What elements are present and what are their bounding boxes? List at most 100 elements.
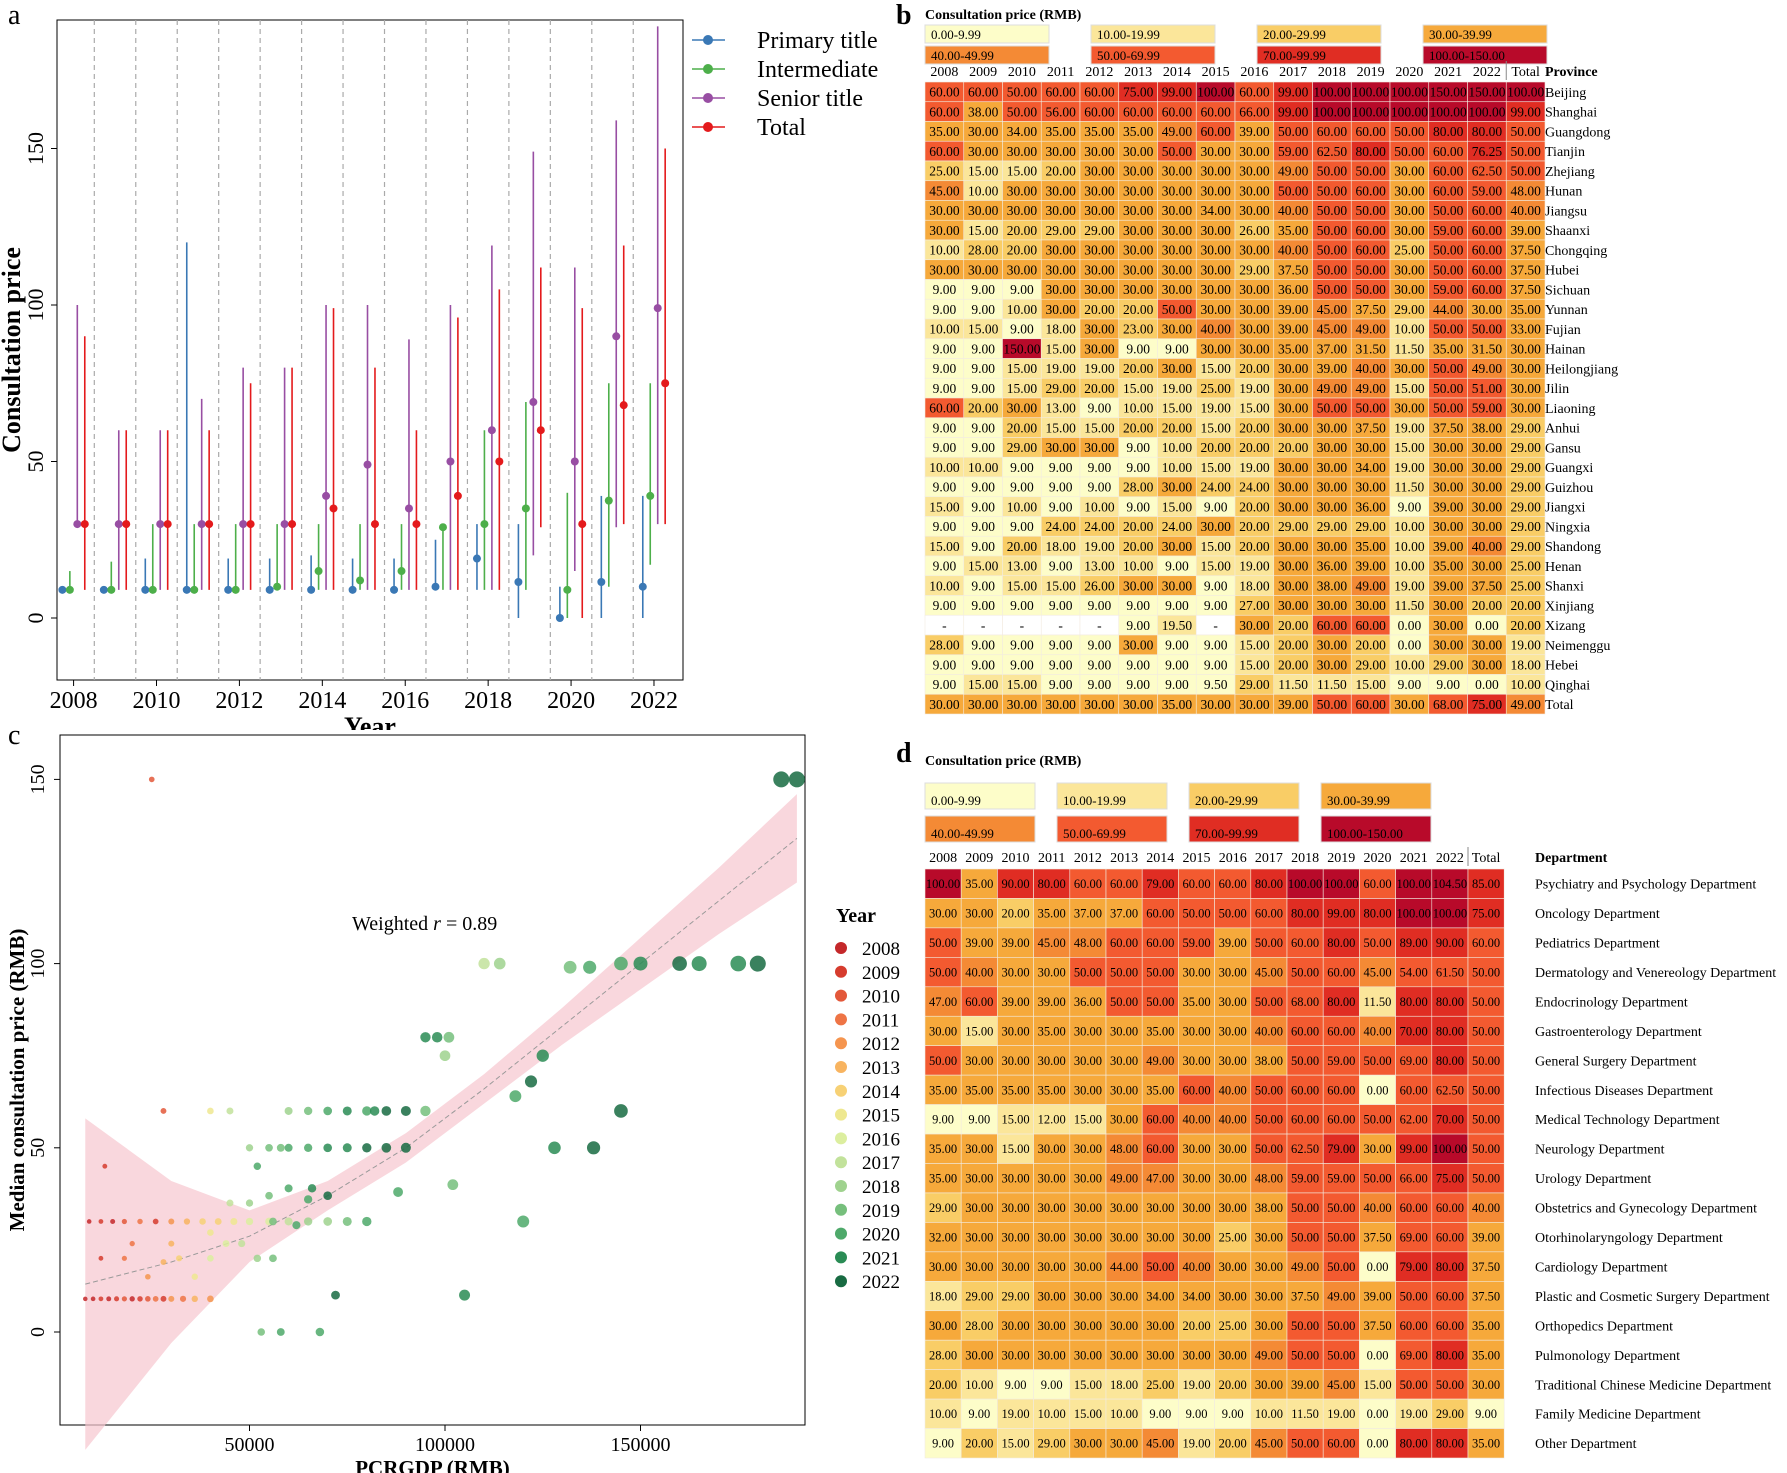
cell-value: 39.00: [1472, 1231, 1500, 1245]
cell-value: 60.00: [1472, 223, 1503, 238]
heatmap-title: Consultation price (RMB): [925, 754, 1082, 769]
cell-value: 100.00: [1430, 104, 1467, 119]
cell-value: 9.00: [1005, 1378, 1027, 1392]
column-header: 2018: [1291, 851, 1319, 866]
cell-value: 30.00: [1074, 1260, 1102, 1274]
y-tick-label: 50: [23, 451, 48, 473]
column-header: 2020: [1395, 65, 1423, 80]
cell-value: 30.00: [1123, 164, 1154, 179]
cell-value: 50.00: [1433, 262, 1464, 277]
median-point: [314, 567, 323, 576]
cell-value: 50.00: [1355, 262, 1386, 277]
cell-value: 50.00: [1291, 1231, 1319, 1245]
x-tick-label: 2008: [50, 688, 98, 714]
cell-value: 50.00: [1510, 124, 1541, 139]
legend-bin-label: 50.00-69.99: [1097, 48, 1160, 63]
median-point: [273, 582, 282, 591]
cell-value: 50.00: [1472, 1172, 1500, 1186]
cell-value: 60.00: [1182, 1083, 1210, 1097]
legend-label: Senior title: [757, 86, 863, 112]
x-tick-label: 2010: [132, 688, 180, 714]
column-header: 2022: [1473, 65, 1501, 80]
cell-value: 15.00: [1001, 1142, 1029, 1156]
cell-value: 30.00: [1182, 1024, 1210, 1038]
cell-value: 69.00: [1400, 1054, 1428, 1068]
cell-value: 45.00: [1255, 1437, 1283, 1451]
cell-value: 60.00: [929, 104, 960, 119]
row-label: Jiangsu: [1545, 204, 1587, 219]
cell-value: 50.00: [1433, 243, 1464, 258]
cell-value: 60.00: [1110, 936, 1138, 950]
cell-value: 45.00: [1363, 965, 1391, 979]
cell-value: 30.00: [1045, 282, 1076, 297]
cell-value: 60.00: [1472, 243, 1503, 258]
cell-value: 18.00: [929, 1289, 957, 1303]
cell-value: 80.00: [1400, 995, 1428, 1009]
cell-value: 0.00: [1367, 1407, 1389, 1421]
cell-value: 30.00: [1045, 183, 1076, 198]
cell-value: 40.00: [1219, 1083, 1247, 1097]
cell-value: 30.00: [1200, 262, 1231, 277]
cell-value: 30.00: [1219, 1201, 1247, 1215]
cell-value: 9.00: [1222, 1407, 1244, 1421]
cell-value: 30.00: [1123, 183, 1154, 198]
cell-value: 60.00: [1436, 1289, 1464, 1303]
cell-value: 79.00: [1327, 1142, 1355, 1156]
row-label: Plastic and Cosmetic Surgery Department: [1535, 1290, 1770, 1305]
cell-value: 100.00: [926, 877, 960, 891]
cell-value: 50.00: [1355, 203, 1386, 218]
cell-value: 35.00: [1123, 124, 1154, 139]
cell-value: 50.00: [1110, 995, 1138, 1009]
median-point: [638, 582, 647, 591]
median-point: [265, 585, 274, 594]
cell-value: 30.00: [929, 1024, 957, 1038]
median-point: [280, 520, 289, 529]
cell-value: 10.00: [1255, 1407, 1283, 1421]
cell-value: 35.00: [1278, 223, 1309, 238]
cell-value: 50.00: [1510, 144, 1541, 159]
panel-label-c: c: [8, 720, 21, 751]
cell-value: 80.00: [1400, 1437, 1428, 1451]
median-point: [604, 496, 613, 505]
cell-value: 0.00: [1367, 1437, 1389, 1451]
cell-value: 50.00: [1472, 1113, 1500, 1127]
legend-swatch: [1090, 24, 1216, 44]
cell-value: 62.50: [1436, 1083, 1464, 1097]
column-header: 2016: [1219, 851, 1247, 866]
cell-value: 80.00: [1363, 907, 1391, 921]
cell-value: 30.00: [1146, 1231, 1174, 1245]
legend-bin-label: 50.00-69.99: [1063, 826, 1126, 841]
cell-value: 9.00: [968, 1113, 990, 1127]
cell-value: 35.00: [1146, 1024, 1174, 1038]
median-point: [597, 578, 606, 587]
row-label: Urology Department: [1535, 1172, 1651, 1187]
cell-value: 10.00: [968, 183, 999, 198]
plot-frame: [56, 19, 684, 681]
cell-value: 59.00: [1327, 1172, 1355, 1186]
legend-swatch: [1256, 45, 1382, 65]
cell-value: 30.00: [1182, 1142, 1210, 1156]
cell-value: 59.00: [1278, 144, 1309, 159]
median-point: [495, 457, 504, 466]
cell-value: 50.00: [1363, 936, 1391, 950]
cell-value: 60.00: [1291, 936, 1319, 950]
median-point: [65, 585, 74, 594]
cell-value: 30.00: [1007, 262, 1038, 277]
cell-value: 30.00: [1162, 262, 1193, 277]
cell-value: 50.00: [1255, 1113, 1283, 1127]
cell-value: 50.00: [1317, 164, 1348, 179]
x-tick-label: 2012: [215, 688, 263, 714]
cell-value: 15.00: [1074, 1407, 1102, 1421]
cell-value: 60.00: [1162, 104, 1193, 119]
cell-value: 49.00: [1162, 124, 1193, 139]
cell-value: 39.00: [1291, 1378, 1319, 1392]
cell-value: 50.00: [1317, 262, 1348, 277]
cell-value: 76.25: [1472, 144, 1503, 159]
legend-marker: [703, 93, 713, 103]
cell-value: 28.00: [968, 243, 999, 258]
cell-value: 100.00: [1468, 104, 1505, 119]
cell-value: 30.00: [1001, 1348, 1029, 1362]
cell-value: 40.00: [1510, 203, 1541, 218]
cell-value: 20.00: [1182, 1319, 1210, 1333]
